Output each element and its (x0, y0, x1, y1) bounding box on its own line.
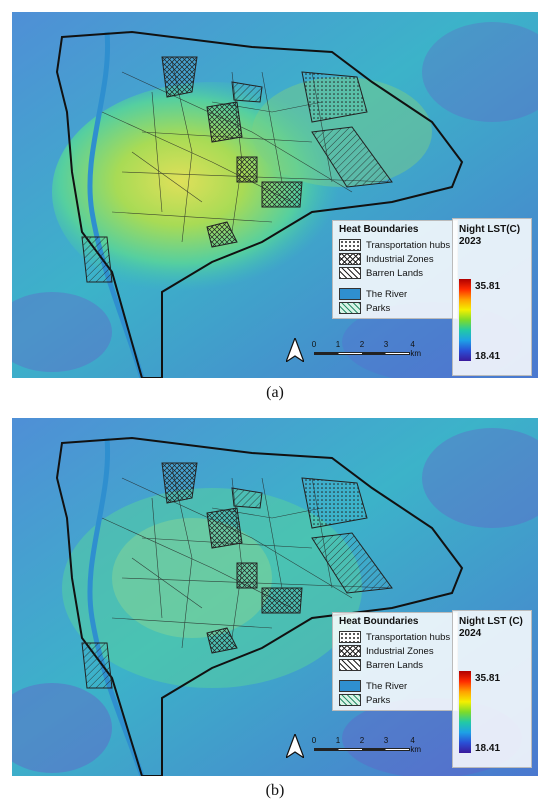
park-swatch (339, 694, 361, 706)
legend-label: The River (366, 288, 408, 300)
scale-bar-b: 0 1 2 3 4 km (311, 736, 421, 762)
legend-item-industrial: Industrial Zones (339, 252, 451, 266)
legend-b: Heat Boundaries Transportation hubs Indu… (332, 612, 458, 711)
crosshatch-swatch (339, 645, 361, 657)
zone-transport (301, 71, 368, 123)
zone-barren (311, 126, 393, 188)
scale-tick: 1 (335, 340, 341, 349)
zone-industrial (206, 507, 243, 549)
colorbar-min: 18.41 (475, 743, 501, 754)
legend-item-barren: Barren Lands (339, 266, 451, 280)
scale-tick: 3 (383, 340, 389, 349)
legend-item-industrial: Industrial Zones (339, 644, 451, 658)
legend-title: Heat Boundaries (339, 224, 419, 235)
lst-map-a (12, 12, 538, 378)
colorbar-min: 18.41 (475, 351, 501, 362)
zone-transport (301, 477, 368, 529)
legend-item-river: The River (339, 287, 451, 301)
colorbar-title: Night LST(C) 2023 (459, 224, 521, 247)
colorbar-gradient (459, 279, 471, 361)
colorbar-b: Night LST (C) 2024 35.81 18.41 (452, 610, 532, 768)
legend-item-river: The River (339, 679, 451, 693)
legend-item-transport: Transportation hubs (339, 238, 451, 252)
scale-tick: 2 (359, 736, 365, 745)
legend-label: Industrial Zones (366, 253, 434, 265)
caption-b: (b) (265, 782, 285, 799)
zone-industrial (236, 156, 258, 183)
hatch-swatch (339, 267, 361, 279)
legend-item-parks: Parks (339, 693, 451, 707)
zone-industrial (206, 101, 243, 143)
scale-tick: 3 (383, 736, 389, 745)
map-panel-b: Heat Boundaries Transportation hubs Indu… (12, 418, 538, 776)
colorbar-gradient (459, 671, 471, 753)
legend-title: Heat Boundaries (339, 616, 419, 627)
north-arrow-icon (286, 734, 304, 758)
colorbar-max: 35.81 (475, 673, 501, 684)
city-boundary (55, 30, 464, 378)
river (87, 31, 145, 378)
park-swatch (339, 302, 361, 314)
legend-label: Barren Lands (366, 267, 424, 279)
legend-label: Parks (366, 302, 391, 314)
hatch-swatch (339, 659, 361, 671)
dots-swatch (339, 631, 361, 643)
river-swatch (339, 288, 361, 300)
colorbar-a: Night LST(C) 2023 35.81 18.41 (452, 218, 532, 376)
legend-item-barren: Barren Lands (339, 658, 451, 672)
zone-barren (231, 487, 263, 509)
caption-a: (a) (266, 384, 284, 401)
north-arrow-icon (286, 338, 304, 362)
colorbar-max: 35.81 (475, 281, 501, 292)
river (87, 437, 145, 776)
map-panel-a: Heat Boundaries Transportation hubs Indu… (12, 12, 538, 378)
zone-barren (81, 642, 113, 689)
scale-tick: 4 km (410, 340, 422, 358)
scale-tick: 0 (311, 736, 317, 745)
crosshatch-swatch (339, 253, 361, 265)
legend-item-transport: Transportation hubs (339, 630, 451, 644)
river-swatch (339, 680, 361, 692)
scale-tick: 2 (359, 340, 365, 349)
legend-label: Parks (366, 694, 391, 706)
scale-tick: 0 (311, 340, 317, 349)
legend-a: Heat Boundaries Transportation hubs Indu… (332, 220, 458, 319)
dots-swatch (339, 239, 361, 251)
scale-line (314, 748, 410, 751)
zone-industrial (206, 221, 238, 248)
legend-label: Barren Lands (366, 659, 424, 671)
zone-industrial (261, 181, 303, 208)
zone-industrial (206, 627, 238, 654)
scale-bar-a: 0 1 2 3 4 km (311, 340, 421, 366)
legend-label: The River (366, 680, 408, 692)
zone-barren (311, 532, 393, 594)
scale-line (314, 352, 410, 355)
legend-label: Industrial Zones (366, 645, 434, 657)
colorbar-title: Night LST (C) 2024 (459, 616, 523, 639)
zone-industrial (261, 587, 303, 614)
legend-label: Transportation hubs (366, 631, 451, 643)
legend-item-parks: Parks (339, 301, 451, 315)
lst-map-b (12, 418, 538, 776)
scale-tick: 4 km (410, 736, 422, 754)
zone-barren (81, 236, 113, 283)
city-boundary (55, 436, 464, 776)
scale-tick: 1 (335, 736, 341, 745)
zone-industrial (161, 462, 198, 504)
legend-label: Transportation hubs (366, 239, 451, 251)
zone-industrial (161, 56, 198, 98)
zone-industrial (236, 562, 258, 589)
zone-barren (231, 81, 263, 103)
